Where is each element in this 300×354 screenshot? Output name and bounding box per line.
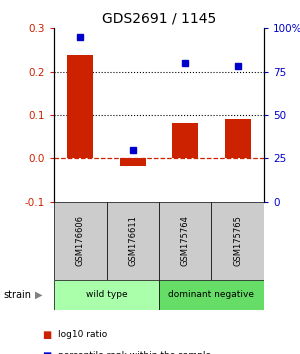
Text: percentile rank within the sample: percentile rank within the sample <box>58 351 212 354</box>
Bar <box>212 202 264 280</box>
Bar <box>106 202 159 280</box>
Text: wild type: wild type <box>86 290 127 299</box>
Bar <box>172 123 198 159</box>
Text: GSM176611: GSM176611 <box>128 215 137 266</box>
Text: ■: ■ <box>42 330 51 339</box>
Bar <box>67 55 93 159</box>
Text: ■: ■ <box>42 351 51 354</box>
Text: strain: strain <box>3 290 31 300</box>
Bar <box>159 202 211 280</box>
Text: GSM175765: GSM175765 <box>233 215 242 266</box>
Text: GSM175764: GSM175764 <box>181 215 190 266</box>
Text: dominant negative: dominant negative <box>169 290 254 299</box>
Bar <box>54 202 106 280</box>
Text: GSM176606: GSM176606 <box>76 215 85 266</box>
Bar <box>225 119 251 159</box>
Bar <box>54 280 159 310</box>
Bar <box>120 159 146 166</box>
Text: log10 ratio: log10 ratio <box>58 330 108 339</box>
Text: ▶: ▶ <box>35 290 43 300</box>
Bar <box>159 280 264 310</box>
Title: GDS2691 / 1145: GDS2691 / 1145 <box>102 12 216 26</box>
